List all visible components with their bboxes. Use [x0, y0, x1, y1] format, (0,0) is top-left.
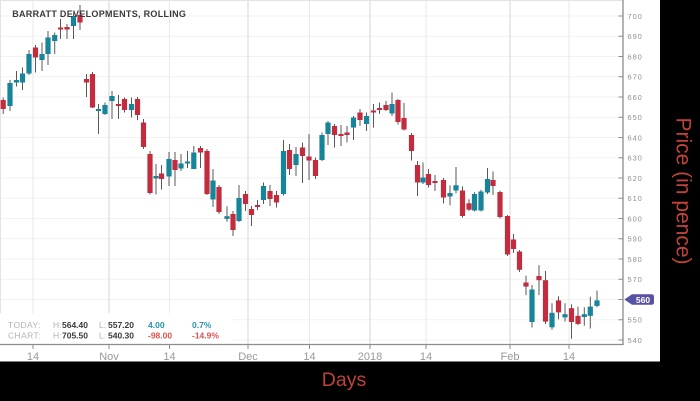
svg-text:L:: L: [99, 320, 106, 330]
svg-text:564.40: 564.40 [62, 320, 88, 330]
svg-text:Price (in pence): Price (in pence) [672, 117, 695, 264]
svg-text:540: 540 [628, 336, 643, 345]
svg-text:H:: H: [53, 320, 62, 330]
svg-text:H:: H: [53, 331, 62, 341]
svg-text:550: 550 [628, 316, 643, 325]
svg-text:660: 660 [628, 93, 643, 102]
svg-text:14: 14 [303, 351, 315, 363]
svg-text:580: 580 [628, 255, 643, 264]
svg-text:-98.00: -98.00 [148, 331, 172, 341]
svg-text:14: 14 [27, 351, 39, 363]
svg-text:690: 690 [628, 32, 643, 41]
svg-text:630: 630 [628, 154, 643, 163]
svg-text:4.00: 4.00 [148, 320, 165, 330]
svg-text:700: 700 [628, 12, 643, 21]
svg-text:590: 590 [628, 235, 643, 244]
svg-text:650: 650 [628, 113, 643, 122]
svg-text:Nov: Nov [99, 351, 119, 363]
svg-text:CHART:: CHART: [8, 331, 41, 341]
svg-text:14: 14 [420, 351, 432, 363]
svg-text:2018: 2018 [358, 351, 382, 363]
svg-text:14: 14 [563, 351, 575, 363]
svg-text:14: 14 [163, 351, 175, 363]
svg-text:Days: Days [322, 369, 367, 391]
svg-text:L:: L: [99, 331, 106, 341]
svg-text:0.7%: 0.7% [192, 320, 212, 330]
svg-text:670: 670 [628, 73, 643, 82]
svg-text:610: 610 [628, 194, 643, 203]
svg-text:570: 570 [628, 275, 643, 284]
svg-text:Feb: Feb [501, 351, 520, 363]
svg-text:620: 620 [628, 174, 643, 183]
svg-text:640: 640 [628, 133, 643, 142]
svg-text:705.50: 705.50 [62, 331, 88, 341]
svg-text:680: 680 [628, 52, 643, 61]
svg-text:TODAY:: TODAY: [8, 320, 41, 330]
svg-text:BARRATT DEVELOPMENTS, ROLLING: BARRATT DEVELOPMENTS, ROLLING [12, 9, 186, 19]
svg-text:557.20: 557.20 [108, 320, 134, 330]
svg-text:540.30: 540.30 [108, 331, 134, 341]
svg-text:600: 600 [628, 214, 643, 223]
svg-text:Dec: Dec [238, 351, 258, 363]
svg-text:-14.9%: -14.9% [192, 331, 219, 341]
svg-text:560: 560 [636, 295, 650, 305]
